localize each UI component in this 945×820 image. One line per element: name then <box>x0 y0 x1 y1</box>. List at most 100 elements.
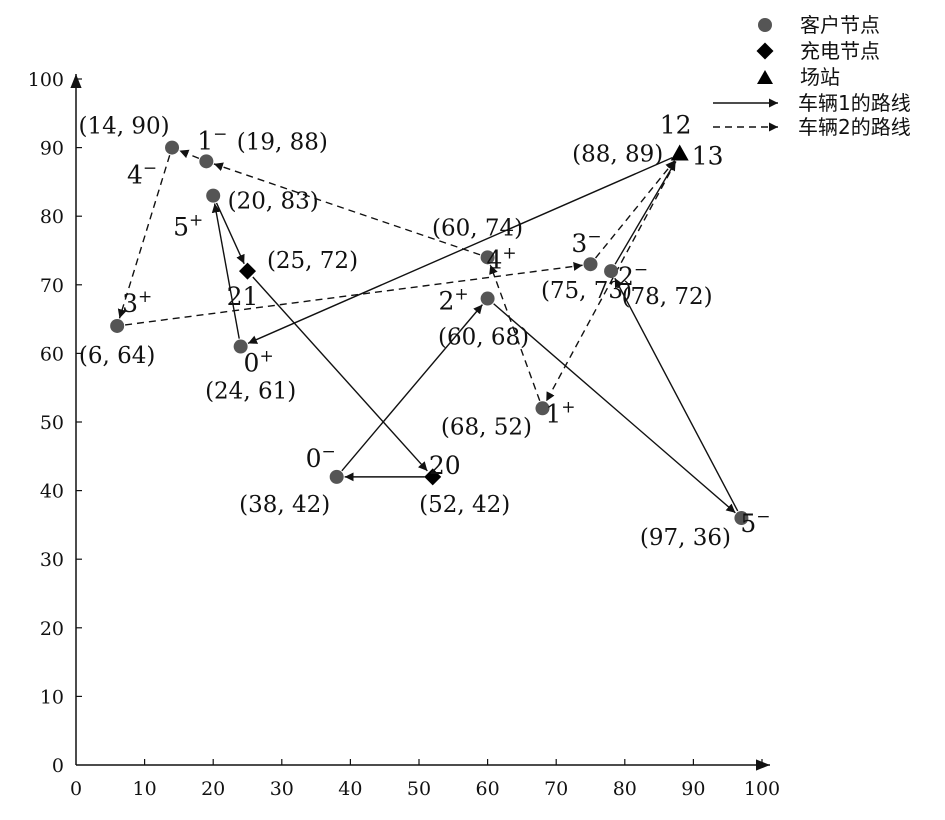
node-id-label: 0− <box>306 442 336 473</box>
route1-segment <box>614 161 677 265</box>
node-id-number: 20 <box>429 451 461 480</box>
nodes <box>110 140 749 526</box>
route2-segment <box>213 162 481 256</box>
routes <box>117 149 739 514</box>
customer-node-marker <box>110 318 125 333</box>
route1-segment <box>215 202 245 265</box>
node-id-superscript: + <box>138 287 152 307</box>
node-id-superscript: − <box>756 507 770 527</box>
node-coordinate-label: (25, 72) <box>267 248 358 274</box>
y-tick-label: 20 <box>40 618 64 640</box>
node-id-label: 4+ <box>487 243 517 274</box>
legend-customer-label: 客户节点 <box>800 13 880 37</box>
node-id-superscript: − <box>322 442 336 462</box>
node-id-label: 5− <box>740 507 770 538</box>
x-tick-label: 90 <box>681 778 705 800</box>
node-id-superscript: + <box>259 347 273 367</box>
customer-node-marker <box>734 511 749 526</box>
charging-node-marker <box>239 262 256 280</box>
node-coordinate-label: (88, 89) <box>572 141 663 167</box>
node-id-label: 12 <box>660 110 692 139</box>
x-tick-label: 80 <box>613 778 637 800</box>
node-id-superscript: + <box>561 397 575 417</box>
x-tick-label: 20 <box>201 778 225 800</box>
node-coordinate-label: (24, 61) <box>205 379 296 405</box>
x-tick-label: 0 <box>70 778 82 800</box>
route1-segment <box>614 277 739 512</box>
route1-segment <box>341 304 483 472</box>
x-ticks: 0 10 20 30 40 50 60 70 80 90 100 <box>70 759 780 800</box>
node-coordinate-label: (60, 68) <box>438 325 529 351</box>
x-tick-label: 70 <box>544 778 568 800</box>
node-coordinate-label: (52, 42) <box>419 492 510 518</box>
node-id-number: 1 <box>545 399 561 428</box>
node-id-number: 2 <box>618 262 634 291</box>
legend-customer-marker <box>758 18 772 32</box>
node-id-label: 1− <box>197 124 227 155</box>
node-id-number: 3 <box>122 289 138 318</box>
node-id-label: 1+ <box>545 397 575 428</box>
y-tick-label: 10 <box>40 686 64 708</box>
route1-segment <box>211 203 240 339</box>
y-tick-label: 30 <box>40 549 64 571</box>
legend-charging-label: 充电节点 <box>800 39 880 63</box>
node-id-label: 3+ <box>122 287 152 318</box>
x-tick-label: 30 <box>270 778 294 800</box>
node-id-number: 4 <box>127 161 143 190</box>
customer-node-marker <box>233 339 248 354</box>
node-id-label: 5+ <box>173 211 203 242</box>
node-id-label: 4− <box>127 159 157 190</box>
node-coordinate-label: (38, 42) <box>239 492 330 518</box>
depot-node-marker <box>670 144 689 161</box>
legend: 客户节点 充电节点 场站 车辆1的路线 车辆2的路线 <box>713 13 911 139</box>
node-coordinate-label: (20, 83) <box>228 189 319 215</box>
node-coordinate-label: (6, 64) <box>79 343 155 369</box>
customer-node-marker <box>480 291 495 306</box>
node-coordinate-label: (75, 73) <box>541 278 632 304</box>
node-coordinate-label: (97, 36) <box>640 525 731 551</box>
node-id-number: 5 <box>740 509 756 538</box>
node-id-number: 0 <box>306 444 322 473</box>
customer-node-marker <box>535 401 550 416</box>
customer-node-marker <box>583 257 598 272</box>
route2-segment <box>545 161 677 402</box>
node-coordinate-label: (60, 74) <box>432 215 523 241</box>
node-id-label: 0+ <box>244 347 274 378</box>
charging-node-marker <box>424 468 442 486</box>
node-id-number: 5 <box>173 213 189 242</box>
route2-segment <box>179 149 200 159</box>
node-id-label: 3− <box>571 227 601 258</box>
node-id-number: 2 <box>439 287 455 316</box>
x-tick-label: 40 <box>338 778 362 800</box>
customer-node-marker <box>206 188 221 203</box>
customer-node-marker <box>604 264 619 279</box>
y-tick-label: 70 <box>40 275 64 297</box>
node-id-number: 12 <box>660 110 692 139</box>
x-tick-label: 60 <box>476 778 500 800</box>
node-coordinate-label: (14, 90) <box>78 114 169 140</box>
node-id-superscript: − <box>213 124 227 144</box>
y-tick-label: 40 <box>40 481 64 503</box>
y-tick-label: 50 <box>40 412 64 434</box>
y-tick-label: 100 <box>28 69 64 91</box>
node-labels: (14, 90)4−(19, 88)1−(20, 83)5+(25, 72)21… <box>78 110 770 551</box>
route1-segment <box>252 276 428 472</box>
node-id-number: 4 <box>487 245 503 274</box>
node-coordinate-label: (19, 88) <box>237 129 328 155</box>
node-id-superscript: − <box>634 260 648 280</box>
route2-segment <box>489 264 541 402</box>
node-id-label: 21 <box>227 282 259 311</box>
node-id-number: 1 <box>197 126 213 155</box>
node-id-superscript: + <box>189 211 203 231</box>
x-tick-label: 100 <box>744 778 780 800</box>
y-tick-label: 80 <box>40 206 64 228</box>
legend-depot-label: 场站 <box>800 65 840 89</box>
node-id-number: 0 <box>244 349 260 378</box>
y-tick-label: 0 <box>52 755 64 777</box>
route2-segment <box>125 261 583 326</box>
legend-route1-label: 车辆1的路线 <box>798 91 911 115</box>
node-id-label: 2+ <box>439 285 469 316</box>
route1-segment <box>247 157 673 344</box>
node-id-superscript: + <box>454 285 468 305</box>
